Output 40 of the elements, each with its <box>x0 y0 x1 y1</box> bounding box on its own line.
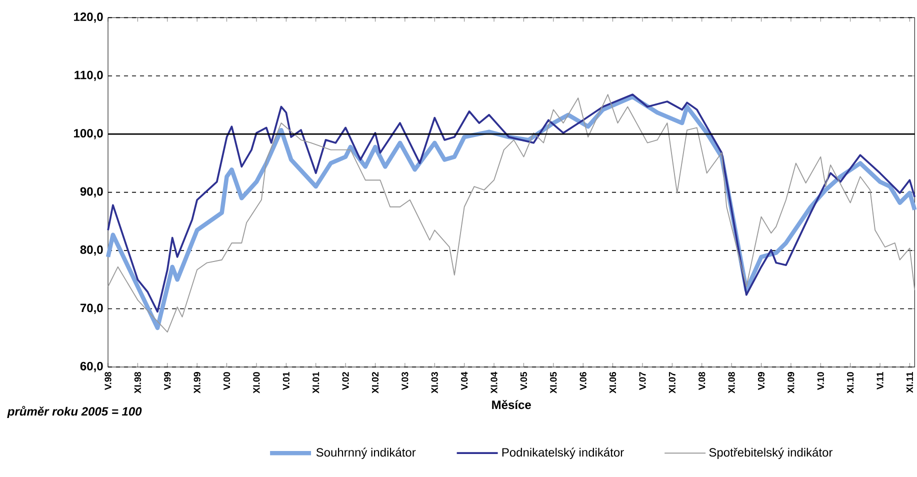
x-axis-title: Měsíce <box>492 400 531 410</box>
legend-label: Podnikatelský indikátor <box>502 448 624 460</box>
x-tick-label: V.99 <box>164 372 171 390</box>
y-tick-label: 70,0 <box>80 304 103 314</box>
y-tick-label: 110,0 <box>74 70 103 82</box>
y-tick-label: 80,0 <box>80 245 103 256</box>
x-tick-label: XI.05 <box>550 372 557 394</box>
x-tick-label: V.11 <box>876 372 884 390</box>
text: průměr roku 2005 = 100 <box>7 406 142 418</box>
legend-label: Souhrnný indikátor <box>316 448 416 460</box>
x-tick-label: XI.09 <box>788 372 794 394</box>
y-tick-label: 90,0 <box>80 187 103 198</box>
x-tick-label: V.07 <box>639 372 646 390</box>
x-tick-label: V.98 <box>104 372 112 390</box>
x-tick-label: XI.11 <box>906 372 913 393</box>
x-tick-label: XI.98 <box>134 372 141 394</box>
x-tick-label: XI.02 <box>372 372 379 394</box>
x-tick-label: XI.06 <box>610 372 616 394</box>
legend-label: Spotřebitelský indikátor <box>709 448 833 460</box>
x-tick-label: XI.04 <box>490 372 498 394</box>
x-tick-label: V.00 <box>223 372 230 390</box>
x-tick-label: V.10 <box>817 372 824 390</box>
x-tick-label: V.02 <box>342 372 349 390</box>
x-tick-label: V.05 <box>520 372 528 390</box>
x-tick-label: V.03 <box>402 372 408 390</box>
x-tick-label: XI.10 <box>847 372 854 394</box>
x-tick-label: V.06 <box>580 372 586 390</box>
x-tick-label: XI.03 <box>431 372 438 394</box>
x-tick-label: XI.99 <box>194 372 200 394</box>
x-tick-label: XI.07 <box>668 372 676 394</box>
x-tick-label: V.08 <box>698 372 706 390</box>
y-tick-label: 100,0 <box>74 128 103 140</box>
x-tick-label: XI.08 <box>728 372 735 394</box>
y-tick-label: 60,0 <box>80 362 103 372</box>
x-tick-label: XI.01 <box>312 372 320 394</box>
x-tick-label: V.09 <box>758 372 765 390</box>
y-tick-label: 120,0 <box>74 12 103 23</box>
x-tick-label: V.01 <box>282 372 290 390</box>
x-tick-label: XI.00 <box>253 372 260 394</box>
x-tick-label: V.04 <box>461 372 468 390</box>
